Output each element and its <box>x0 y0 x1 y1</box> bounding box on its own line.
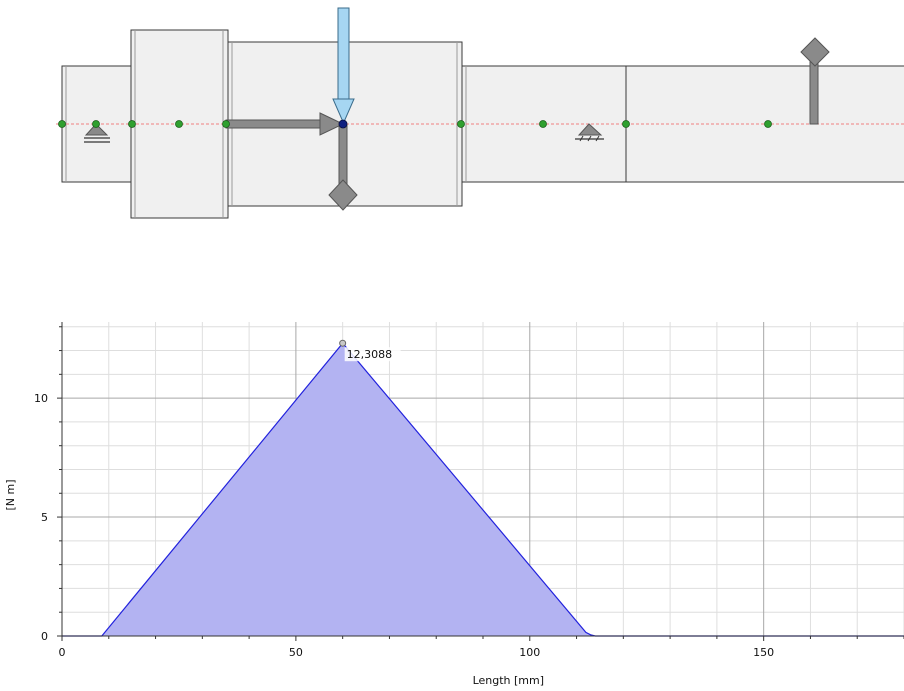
y-tick-label: 10 <box>34 392 48 405</box>
y-axis-ticks: 0 5 10 <box>34 326 62 643</box>
node-point[interactable] <box>622 120 630 128</box>
x-tick-label: 100 <box>519 646 540 659</box>
peak-label-background <box>344 347 401 362</box>
x-axis-ticks: 0 50 100 150 <box>59 636 904 659</box>
x-tick-label: 0 <box>59 646 66 659</box>
shaft-model-view[interactable] <box>0 0 904 250</box>
x-tick-label: 150 <box>753 646 774 659</box>
fixed-bearing-icon[interactable] <box>84 123 110 143</box>
torque-marker-icon[interactable] <box>328 123 358 211</box>
node-point[interactable] <box>128 120 136 128</box>
node-point[interactable] <box>539 120 547 128</box>
node-point[interactable] <box>764 120 772 128</box>
peak-marker[interactable]: 12,3088 <box>339 339 401 362</box>
peak-value-label: 12,3088 <box>347 348 393 361</box>
torque-marker-icon[interactable] <box>800 37 830 125</box>
node-point[interactable] <box>222 120 230 128</box>
x-tick-label: 50 <box>289 646 303 659</box>
shaft-nodes <box>58 119 772 129</box>
node-point[interactable] <box>92 120 100 128</box>
selected-node-point[interactable] <box>338 119 348 129</box>
node-point[interactable] <box>457 120 465 128</box>
torque-diagram-chart[interactable]: 0 50 100 150 0 5 10 12,3088 Length [mm] [N m] <box>0 300 904 691</box>
y-tick-label: 0 <box>41 630 48 643</box>
y-axis-label: [N m] <box>4 479 17 510</box>
floating-bearing-icon[interactable] <box>575 123 604 142</box>
axial-force-arrow-icon[interactable] <box>225 112 345 136</box>
node-point[interactable] <box>175 120 183 128</box>
node-point[interactable] <box>58 120 66 128</box>
chart-area-series <box>62 343 904 636</box>
x-axis-label: Length [mm] <box>473 674 544 687</box>
peak-point[interactable] <box>339 339 347 347</box>
y-tick-label: 5 <box>41 511 48 524</box>
radial-force-arrow-icon[interactable] <box>332 7 355 125</box>
